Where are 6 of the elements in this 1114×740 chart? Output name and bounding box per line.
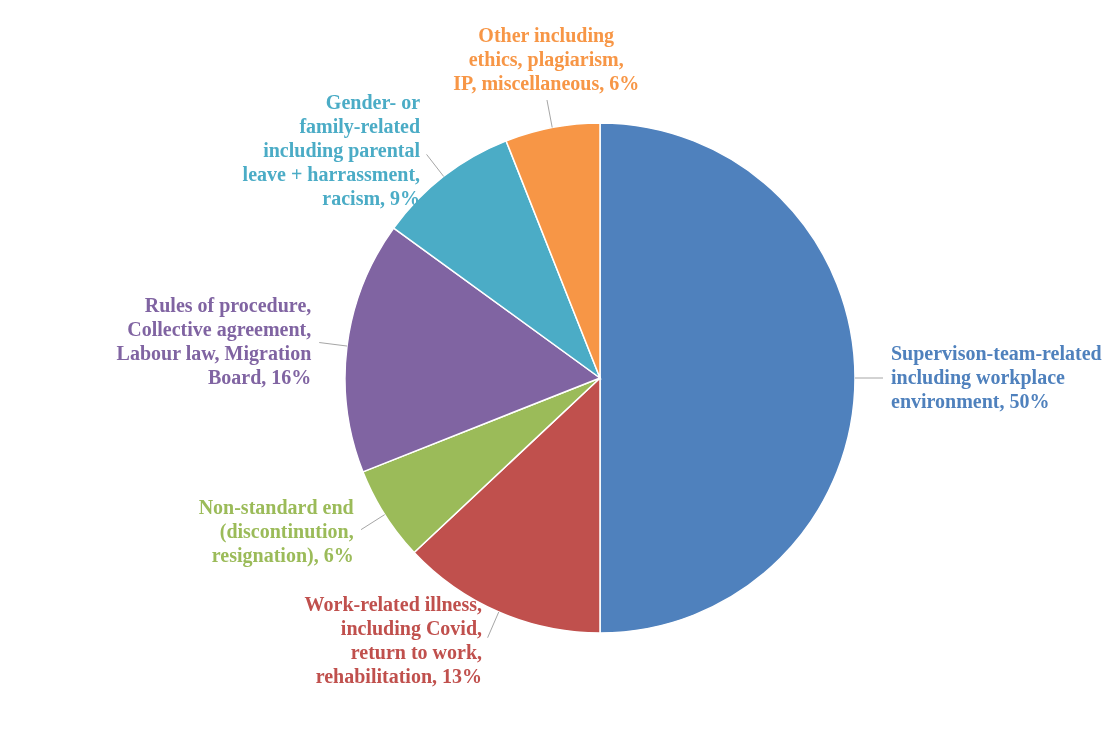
slice-label: Other including ethics, plagiarism, IP, miscellaneous, 6% — [453, 24, 640, 95]
slice-label: Non-standard end (discontinution, resignation), 6% — [198, 495, 354, 567]
slice-label: Gender- or family-related including parental leave + harrassment, racism, 9% — [242, 91, 421, 210]
slice-label: Work-related illness, including Covid, return to work, rehabilitation, 13% — [304, 593, 483, 688]
slice-label: Rules of procedure, Collective agreement, Labour law, Migration Board, 16% — [116, 294, 312, 389]
slice-label: Supervison-team-related including workplace environment, 50% — [891, 342, 1102, 412]
